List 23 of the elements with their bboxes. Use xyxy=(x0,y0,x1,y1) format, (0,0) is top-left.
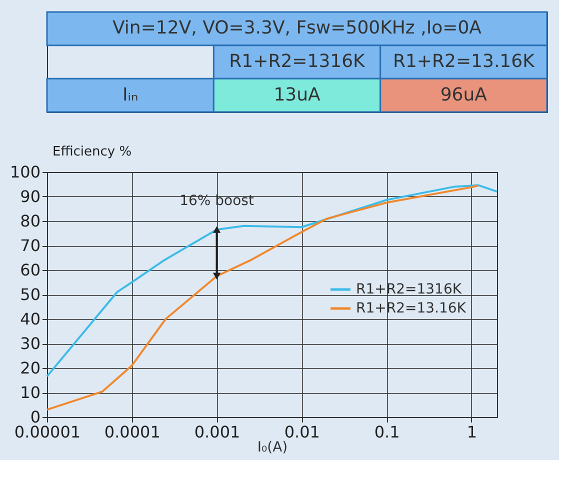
text: 96uA xyxy=(440,84,488,106)
x-tick-label: 0.001 xyxy=(194,422,240,442)
x-tick-label: 0.1 xyxy=(374,422,400,442)
x-tick-label: 0.01 xyxy=(284,422,320,442)
y-tick-label: 40 xyxy=(20,310,40,328)
y-tick-label: 60 xyxy=(20,260,40,280)
text: R1+R2=1316K xyxy=(229,51,366,72)
y-tick-label: 80 xyxy=(20,212,40,230)
text: R1+R2=13.16K xyxy=(392,51,536,72)
x-tick-label: 1 xyxy=(466,422,478,442)
x-axis-title: I₀(A) xyxy=(257,440,288,456)
y-tick-label: 10 xyxy=(20,383,40,402)
y-tick-label: 100 xyxy=(10,162,40,182)
y-axis-title: Efficiency % xyxy=(52,144,132,160)
y-tick-label: 30 xyxy=(20,334,40,353)
y-tick-label: 50 xyxy=(20,285,40,304)
text: 13uA xyxy=(274,84,321,106)
text: Iᵢₙ xyxy=(122,84,138,106)
text: Vin=12V, VO=3.3V, Fsw=500KHz ,Io=0A xyxy=(112,18,482,39)
y-tick-label: 20 xyxy=(20,358,40,378)
y-tick-label: 70 xyxy=(20,236,40,255)
x-tick-label: 0.0001 xyxy=(104,422,160,442)
y-tick-label: 90 xyxy=(20,187,40,206)
